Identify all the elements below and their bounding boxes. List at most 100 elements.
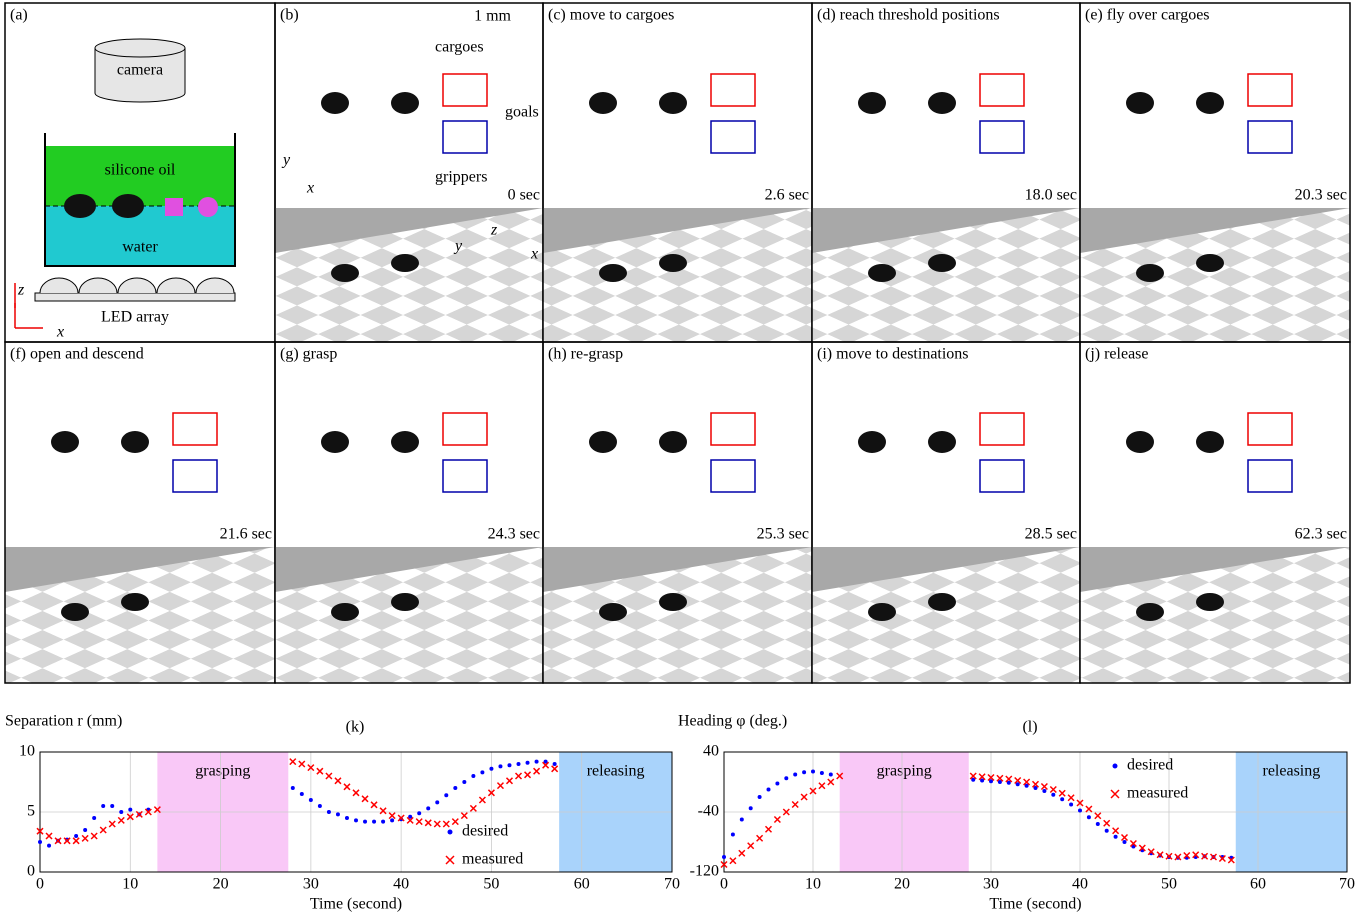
gripper: [928, 593, 956, 611]
point: [110, 804, 114, 808]
point: [327, 810, 331, 814]
label: z: [17, 282, 25, 299]
point: [471, 774, 475, 778]
gripper: [1196, 254, 1224, 272]
point: [553, 762, 557, 766]
point: [828, 779, 834, 785]
point: [819, 783, 825, 789]
gripper: [928, 92, 956, 114]
point: [100, 827, 106, 833]
led: [157, 278, 195, 293]
axis-label: y: [281, 152, 291, 169]
scale-label: 1 mm: [474, 8, 511, 25]
x-tick-label: 0: [720, 876, 728, 893]
point: [452, 819, 458, 825]
point: [443, 821, 449, 827]
point: [354, 818, 358, 822]
x-tick-label: 50: [1161, 876, 1177, 893]
figure: camerasilicone oilwaterLED arrayzx(a)0 s…: [0, 0, 1357, 915]
point: [552, 766, 558, 772]
y-axis-label: Separation r (mm): [5, 713, 122, 730]
page: camerasilicone oilwaterLED arrayzx(a)0 s…: [0, 0, 1357, 915]
point: [516, 773, 522, 779]
gripper: [1136, 603, 1164, 621]
point: [55, 838, 61, 844]
point: [128, 808, 132, 812]
gripper: [1196, 593, 1224, 611]
point: [118, 817, 124, 823]
gripper: [121, 593, 149, 611]
panel-time: 21.6 sec: [220, 526, 272, 543]
span-label: grasping: [877, 763, 932, 780]
point: [1042, 789, 1046, 793]
gripper: [331, 603, 359, 621]
y-tick-label: 5: [27, 803, 35, 820]
x-tick-label: 60: [574, 876, 590, 893]
goal: [443, 121, 487, 153]
legend-label: desired: [462, 823, 508, 840]
point: [290, 759, 296, 765]
goal: [443, 460, 487, 492]
point: [820, 771, 824, 775]
point: [300, 792, 304, 796]
y-tick-label: 10: [19, 743, 35, 760]
point: [1113, 828, 1119, 834]
x-tick-label: 10: [122, 876, 138, 893]
gripper: [51, 431, 79, 453]
point: [1202, 853, 1208, 859]
point: [1050, 787, 1056, 793]
point: [739, 850, 745, 856]
gripper: [1196, 92, 1224, 114]
point: [363, 820, 367, 824]
point: [335, 778, 341, 784]
point: [92, 816, 96, 820]
y-tick-label: 0: [27, 863, 35, 880]
point: [517, 762, 521, 766]
point: [362, 796, 368, 802]
point: [801, 794, 807, 800]
y-tick-label: -120: [690, 863, 719, 880]
point: [371, 802, 377, 808]
point: [766, 826, 772, 832]
x-axis-label: Time (second): [310, 896, 402, 913]
gripper: [61, 603, 89, 621]
gripper: [659, 431, 687, 453]
point: [1114, 835, 1118, 839]
point: [461, 813, 467, 819]
x-tick-label: 0: [36, 876, 44, 893]
label: silicone oil: [105, 162, 176, 179]
gripper: [321, 92, 349, 114]
label: camera: [117, 62, 163, 79]
x-tick-label: 60: [1250, 876, 1266, 893]
point: [1078, 809, 1082, 813]
panel-time: 28.5 sec: [1025, 526, 1077, 543]
point: [444, 793, 448, 797]
gripper: [1136, 264, 1164, 282]
annotation: grippers: [435, 169, 487, 186]
panel-title: (j) release: [1085, 346, 1149, 363]
point: [389, 813, 395, 819]
point: [434, 821, 440, 827]
goal: [711, 121, 755, 153]
point: [426, 806, 430, 810]
gripper: [1126, 431, 1154, 453]
point: [497, 783, 503, 789]
x-tick-label: 30: [983, 876, 999, 893]
point: [462, 780, 466, 784]
x-tick-label: 20: [213, 876, 229, 893]
legend-marker: [446, 856, 454, 864]
gripper: [858, 431, 886, 453]
point: [109, 821, 115, 827]
point: [318, 804, 322, 808]
gripper: [928, 431, 956, 453]
point: [1060, 797, 1064, 801]
point: [119, 810, 123, 814]
gripper: [659, 92, 687, 114]
led: [79, 278, 117, 293]
point: [526, 761, 530, 765]
point: [730, 858, 736, 864]
chart-title: (l): [1022, 719, 1037, 736]
cargo: [198, 197, 218, 217]
panel-title: (f) open and descend: [10, 346, 144, 363]
point: [1123, 840, 1127, 844]
